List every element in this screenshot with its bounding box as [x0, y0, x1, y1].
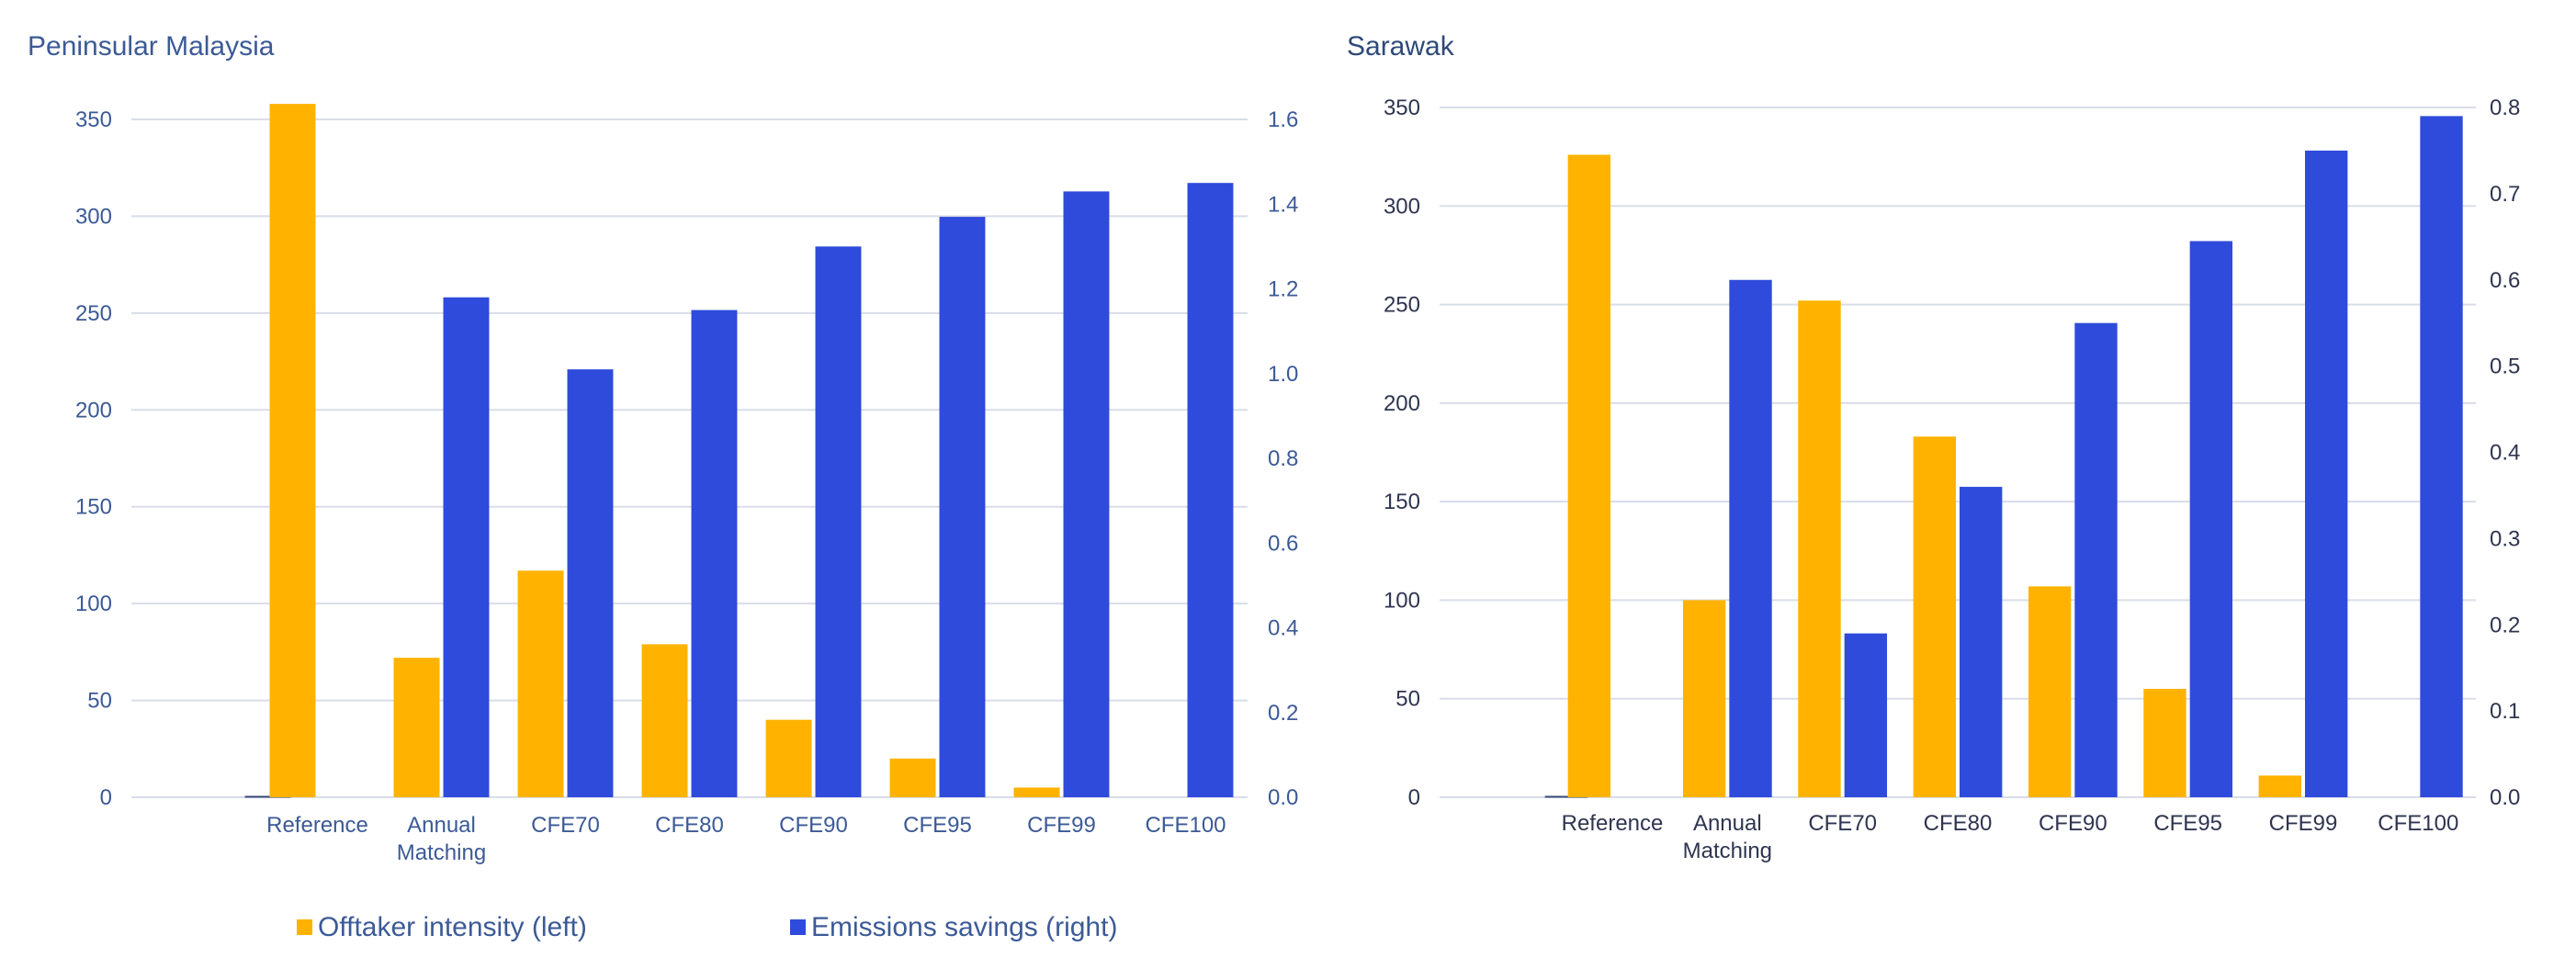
y-tick-right: 1.0 — [1268, 362, 1298, 387]
chart-title: Peninsular Malaysia — [28, 31, 275, 62]
legend-swatch-offtaker — [297, 919, 312, 935]
y-tick-right: 0.0 — [2490, 785, 2520, 810]
bar-offtaker-intensity — [517, 570, 564, 797]
x-tick-label: CFE90 — [779, 813, 848, 838]
y-tick-left: 150 — [1384, 490, 1420, 514]
bar-offtaker-intensity — [1682, 600, 1726, 797]
legend-swatch-savings — [790, 919, 806, 935]
bar-offtaker-intensity — [1567, 154, 1610, 798]
y-tick-left: 0 — [100, 785, 112, 810]
bar-emissions-savings — [1960, 487, 2003, 797]
bar-leading-baseline — [244, 795, 291, 798]
bar-emissions-savings — [1187, 183, 1234, 797]
y-tick-left: 0 — [1408, 785, 1420, 810]
bar-offtaker-intensity — [2143, 688, 2186, 797]
bar-leading-baseline — [1544, 795, 1588, 798]
bar-emissions-savings — [2420, 116, 2463, 797]
x-tick-label: CFE90 — [2039, 811, 2107, 836]
y-tick-left: 250 — [1384, 293, 1420, 318]
chart-peninsular-malaysia: Peninsular Malaysia 0 50 100 150 200 250 300 35… — [28, 31, 1298, 865]
y-tick-right: 0.3 — [2490, 526, 2520, 551]
x-tick-label: CFE70 — [1808, 811, 1877, 836]
y-tick-right: 1.4 — [1268, 192, 1298, 217]
y-tick-right: 0.6 — [1268, 531, 1298, 556]
legend-label-savings: Emissions savings (right) — [811, 912, 1117, 942]
y-tick-right: 0.2 — [1268, 701, 1298, 726]
y-tick-left: 300 — [1384, 194, 1420, 219]
bar-offtaker-intensity — [641, 644, 688, 797]
bar-offtaker-intensity — [393, 658, 440, 797]
bar-offtaker-intensity — [765, 719, 812, 797]
bar-offtaker-intensity — [1913, 436, 1956, 797]
x-tick-label: CFE100 — [2378, 811, 2458, 836]
y-tick-right: 0.8 — [1268, 446, 1298, 471]
bar-emissions-savings — [2305, 150, 2348, 797]
bar-offtaker-intensity — [2258, 775, 2301, 797]
chart-sarawak: Sarawak 0 50 100 150 200 250 300 350 0.0 0.1 0.2 0.… — [1347, 31, 2520, 863]
bar-offtaker-intensity — [269, 104, 316, 798]
bar-offtaker-intensity — [2028, 586, 2072, 797]
x-tick-label: CFE70 — [531, 813, 600, 838]
bar-offtaker-intensity — [1798, 300, 1841, 797]
x-tick-label: CFE95 — [2153, 811, 2222, 836]
y-tick-left: 50 — [1395, 687, 1420, 712]
y-tick-right: 1.2 — [1268, 277, 1298, 302]
y-tick-right: 0.1 — [2490, 699, 2520, 724]
legend-label-offtaker: Offtaker intensity (left) — [318, 912, 587, 942]
y-tick-left: 300 — [75, 204, 112, 229]
y-tick-right: 0.6 — [2490, 268, 2520, 293]
x-tick-label: CFE80 — [655, 813, 724, 838]
x-tick-label: CFE99 — [2269, 811, 2338, 836]
bar-emissions-savings — [1063, 191, 1110, 798]
y-tick-left: 250 — [75, 301, 112, 326]
y-tick-left: 350 — [75, 107, 112, 132]
y-tick-left: 100 — [75, 592, 112, 616]
y-tick-left: 350 — [1384, 96, 1420, 120]
y-tick-right: 0.7 — [2490, 182, 2520, 207]
legend: Offtaker intensity (left) Emissions savi… — [297, 912, 1117, 942]
x-tick-label: CFE99 — [1027, 813, 1096, 838]
y-tick-right: 0.4 — [2490, 441, 2520, 466]
bar-emissions-savings — [443, 297, 490, 798]
x-tick-label: CFE80 — [1924, 811, 1993, 836]
y-tick-left: 50 — [87, 689, 112, 714]
x-tick-label: Reference — [1562, 811, 1664, 836]
y-tick-right: 0.0 — [1268, 785, 1298, 810]
x-tick-label: CFE95 — [903, 813, 972, 838]
y-tick-left: 150 — [75, 495, 112, 520]
bar-emissions-savings — [567, 369, 614, 797]
bar-emissions-savings — [691, 310, 738, 797]
y-tick-right: 0.5 — [2490, 355, 2520, 379]
x-tick-label: Annual Matching — [1683, 811, 1772, 863]
bar-emissions-savings — [1844, 633, 1888, 797]
y-tick-left: 200 — [75, 398, 112, 423]
bar-emissions-savings — [815, 246, 862, 797]
y-tick-right: 0.8 — [2490, 96, 2520, 120]
x-tick-label: Reference — [266, 813, 368, 838]
y-tick-left: 100 — [1384, 588, 1420, 613]
y-tick-right: 0.4 — [1268, 616, 1298, 641]
x-tick-label: CFE100 — [1145, 813, 1226, 838]
y-tick-right: 1.6 — [1268, 107, 1298, 132]
bar-emissions-savings — [2074, 322, 2118, 797]
chart-title: Sarawak — [1347, 31, 1455, 62]
bar-emissions-savings — [939, 217, 986, 797]
bar-offtaker-intensity — [889, 758, 936, 797]
bar-emissions-savings — [1729, 279, 1772, 797]
y-tick-right: 0.2 — [2490, 613, 2520, 637]
x-tick-label: Annual Matching — [397, 813, 486, 865]
bar-offtaker-intensity — [1013, 787, 1060, 797]
bar-emissions-savings — [2189, 241, 2233, 798]
y-tick-left: 200 — [1384, 391, 1420, 416]
